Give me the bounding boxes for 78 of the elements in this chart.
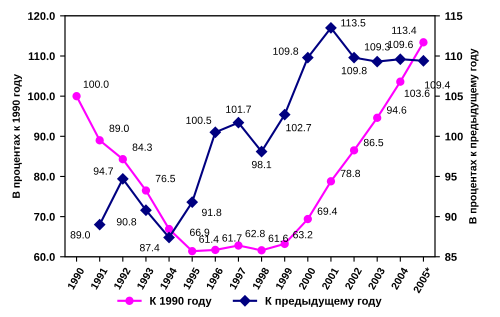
data-label: 78.8	[340, 170, 360, 178]
y2-tick-label: 95	[445, 172, 457, 181]
data-label: 94.7	[94, 167, 113, 175]
data-label: 109.6	[388, 40, 413, 48]
point	[163, 232, 175, 244]
y-tick-label: 100.0	[28, 92, 55, 100]
data-label: 109.3	[364, 43, 390, 51]
y-tick-label: 110.0	[28, 52, 55, 60]
data-label: 89.0	[109, 124, 129, 132]
data-label: 76.5	[156, 174, 176, 182]
data-label: 94.6	[386, 106, 406, 114]
data-label: 109.8	[273, 47, 298, 55]
y2-tick-label: 115	[445, 12, 462, 20]
point	[234, 241, 243, 250]
point	[118, 155, 127, 164]
point	[140, 204, 152, 216]
point	[94, 219, 106, 230]
legend-label: К предыдущему году	[266, 297, 382, 307]
data-label: 98.1	[252, 160, 272, 168]
point	[188, 246, 196, 256]
point	[394, 54, 406, 65]
data-label: 89.0	[70, 231, 90, 239]
point	[419, 38, 428, 47]
y2-tick-label: 110	[445, 52, 462, 60]
point	[372, 56, 383, 68]
data-label: 100.5	[186, 116, 212, 124]
data-label: 86.5	[364, 138, 384, 146]
data-label: 63.2	[293, 231, 312, 238]
data-label: 87.4	[140, 244, 160, 252]
data-label: 91.8	[202, 208, 222, 216]
y-tick-label: 120.0	[28, 12, 55, 20]
data-label: 100.0	[84, 80, 109, 88]
y2-tick-label: 90	[445, 212, 457, 221]
data-label: 61.7	[222, 234, 242, 242]
legend-label: К 1990 году	[150, 296, 212, 307]
point	[232, 117, 244, 128]
point	[325, 22, 337, 34]
point	[257, 246, 266, 255]
y-tick-label: 90.0	[34, 132, 55, 140]
point	[211, 246, 220, 254]
point	[326, 177, 336, 186]
point	[96, 136, 104, 144]
data-label: 69.4	[318, 208, 338, 215]
point	[348, 52, 360, 64]
y2-tick-label: 100	[445, 132, 463, 140]
point	[164, 224, 174, 234]
data-label: 61.4	[199, 235, 219, 243]
point	[142, 186, 150, 195]
y-tick-label: 60.0	[34, 253, 55, 261]
point	[418, 55, 430, 66]
y2-tick-label: 85	[445, 253, 457, 261]
point	[396, 78, 404, 86]
point	[279, 109, 290, 120]
y-tick-label: 70.0	[34, 212, 55, 221]
point	[373, 114, 382, 122]
data-label: 62.8	[245, 230, 265, 238]
y-axis-title: В процентах к 1990 году	[12, 74, 22, 198]
data-label: 101.7	[226, 106, 251, 113]
point	[117, 173, 128, 184]
data-label: 66.9	[190, 228, 210, 236]
point	[256, 146, 268, 158]
data-label: 102.7	[286, 124, 312, 132]
data-label: 103.6	[404, 90, 430, 97]
point	[350, 146, 358, 155]
point	[72, 92, 81, 100]
data-label: 113.5	[341, 19, 366, 27]
data-label: 113.4	[392, 26, 416, 34]
data-label: 90.8	[116, 218, 136, 226]
point	[302, 52, 314, 64]
y2-axis-title: В процентах к предыдущему году	[469, 48, 479, 224]
data-label: 109.8	[342, 66, 367, 74]
point	[304, 214, 312, 224]
y-tick-label: 80.0	[34, 172, 55, 181]
point	[210, 126, 221, 138]
y2-tick-label: 105	[445, 92, 463, 100]
data-label: 84.3	[132, 144, 152, 151]
data-label: 61.6	[268, 234, 288, 242]
point	[186, 196, 198, 208]
